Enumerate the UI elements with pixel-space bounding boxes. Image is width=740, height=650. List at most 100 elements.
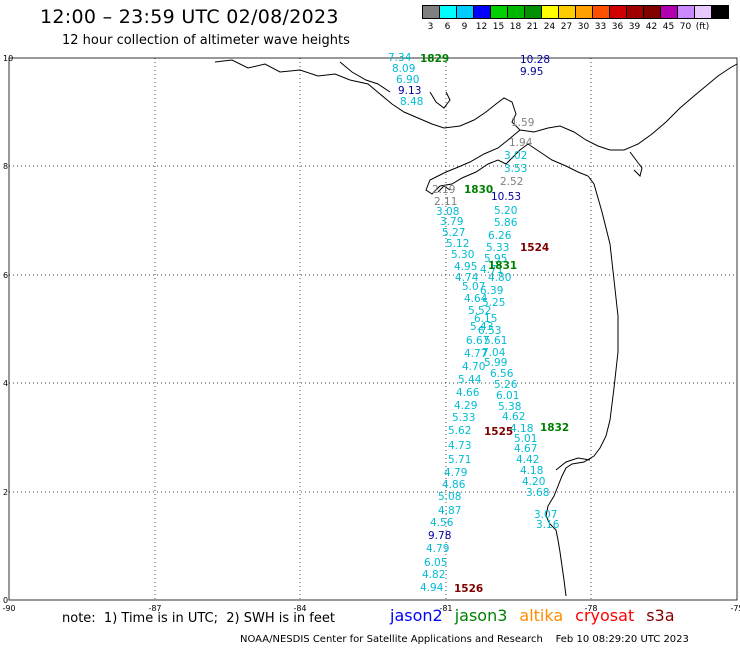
swh-value-label: 8.48 — [400, 96, 423, 108]
color-scale-label: 27 — [560, 22, 573, 32]
swh-value-label: 4.71 — [480, 264, 503, 276]
lon-tick-label: -75 — [730, 604, 740, 613]
color-scale-label: 33 — [594, 22, 607, 32]
coastline — [214, 59, 738, 597]
lon-tick-label: -81 — [439, 604, 452, 613]
color-scale-label: 9 — [461, 22, 468, 32]
swh-value-label: 5.25 — [482, 297, 505, 309]
wave-height-labels: 7.348.096.909.138.4810.289.951.591.943.0… — [388, 52, 569, 595]
pass-cycle-label: 1831 — [488, 260, 517, 272]
swh-value-label: 5.71 — [448, 454, 471, 466]
swh-value-label: 7.34 — [388, 52, 412, 64]
color-scale-label: 18 — [509, 22, 522, 32]
color-scale-label: 15 — [492, 22, 505, 32]
swh-value-label: 2.52 — [500, 176, 523, 188]
lat-tick-label: 10 — [3, 54, 13, 63]
legend-s3a: s3a — [646, 606, 675, 625]
swh-value-label: 6.53 — [478, 325, 501, 337]
lon-tick-label: -78 — [584, 604, 597, 613]
color-scale-label: 45 — [662, 22, 675, 32]
lon-tick-label: -87 — [148, 604, 161, 613]
swh-value-label: 3.79 — [440, 216, 463, 228]
swh-value-label: 5.99 — [484, 357, 507, 369]
color-scale-label: 42 — [645, 22, 658, 32]
swh-value-label: 6.05 — [424, 557, 447, 569]
color-scale-label: 12 — [475, 22, 488, 32]
pass-cycle-label: 1832 — [540, 422, 569, 434]
swh-value-label: 2.11 — [434, 196, 457, 208]
color-scale-label: (ft) — [695, 22, 710, 32]
swh-value-label: 3.16 — [536, 519, 560, 531]
swh-value-label: 5.26 — [494, 379, 518, 391]
swh-value-label: 1.59 — [511, 117, 534, 129]
pass-cycle-label: 1526 — [454, 583, 483, 595]
swh-value-label: 4.82 — [422, 569, 445, 581]
lat-tick-label: 8 — [3, 162, 8, 171]
swh-value-label: 6.56 — [490, 368, 514, 380]
pass-cycle-label: 1829 — [420, 53, 449, 65]
swh-value-label: 5.86 — [494, 217, 518, 229]
swh-value-label: 5.33 — [486, 242, 509, 254]
swh-value-label: 5.01 — [514, 433, 537, 445]
swh-value-label: 4.18 — [510, 423, 533, 435]
color-scale-label: 21 — [526, 22, 539, 32]
swh-value-label: 4.62 — [502, 411, 525, 423]
lat-tick-label: 2 — [3, 488, 8, 497]
color-scale-label: 36 — [611, 22, 624, 32]
swh-value-label: 5.33 — [452, 412, 475, 424]
swh-value-label: 3.68 — [526, 487, 549, 499]
swh-value-label: 5.27 — [442, 227, 465, 239]
lat-tick-label: 4 — [3, 379, 8, 388]
swh-value-label: 4.70 — [462, 361, 485, 373]
swh-value-label: 4.77 — [464, 348, 487, 360]
swh-value-label: 5.20 — [494, 205, 517, 217]
swh-value-label: 5.62 — [448, 425, 471, 437]
swh-value-label: 4.18 — [520, 465, 543, 477]
pass-cycle-label: 1524 — [520, 242, 549, 254]
swh-value-label: 4.79 — [444, 467, 467, 479]
lon-tick-label: -84 — [293, 604, 306, 613]
swh-value-label: 4.64 — [464, 293, 488, 305]
credit-line: NOAA/NESDIS Center for Satellite Applica… — [240, 634, 689, 645]
swh-value-label: 6.26 — [488, 230, 512, 242]
color-scale-labels: 3 6 9 12 15 18 21 24 27 30 33 36 39 42 45 70 (ft) — [422, 22, 711, 32]
legend-cryosat: cryosat — [575, 606, 635, 625]
footnote: note: 1) Time is in UTC; 2) SWH is in fe… — [62, 611, 335, 626]
graticule — [9, 58, 737, 600]
swh-value-label: 7.04 — [482, 347, 506, 359]
map-subtitle: 12 hour collection of altimeter wave hei… — [62, 33, 350, 48]
swh-value-label: 1.94 — [509, 137, 533, 149]
swh-value-label: 3.08 — [436, 206, 459, 218]
swh-value-label: 5.38 — [498, 401, 521, 413]
legend-altika: altika — [519, 606, 564, 625]
swh-value-label: 4.29 — [454, 400, 477, 412]
swh-value-label: 4.80 — [488, 272, 511, 284]
swh-value-label: 4.86 — [442, 479, 466, 491]
color-scale-label: 3 — [427, 22, 434, 32]
color-scale-label: 24 — [543, 22, 556, 32]
axis-ticks: 10 8 6 4 2 0-90 -87 -84 -81 -78 -75 — [2, 54, 740, 613]
swh-value-label: 5.08 — [438, 491, 461, 503]
swh-value-label: 10.53 — [491, 191, 521, 203]
color-scale-label: 6 — [444, 22, 451, 32]
mission-legend: jason2 jason3 altika cryosat s3a — [390, 606, 675, 625]
map-title: 12:00 – 23:59 UTC 02/08/2023 — [40, 6, 339, 28]
swh-value-label: 9.13 — [398, 85, 421, 97]
pass-cycle-label: 1830 — [464, 184, 493, 196]
swh-value-label: 4.42 — [516, 454, 539, 466]
swh-value-label: 5.43 — [470, 321, 493, 333]
color-scale — [422, 5, 729, 19]
color-scale-label: 30 — [577, 22, 590, 32]
swh-value-label: 5.07 — [462, 281, 485, 293]
lon-tick-label: -90 — [2, 604, 15, 613]
swh-value-label: 6.01 — [496, 390, 519, 402]
map-frame — [8, 57, 738, 601]
swh-value-label: 5.61 — [484, 335, 507, 347]
swh-value-label: 4.20 — [522, 476, 545, 488]
color-scale-label: 70 — [679, 22, 692, 32]
lat-tick-label: 6 — [3, 271, 8, 280]
swh-value-label: 3.07 — [534, 509, 557, 521]
swh-value-label: 4.94 — [420, 582, 444, 594]
swh-value-label: 4.87 — [438, 505, 461, 517]
